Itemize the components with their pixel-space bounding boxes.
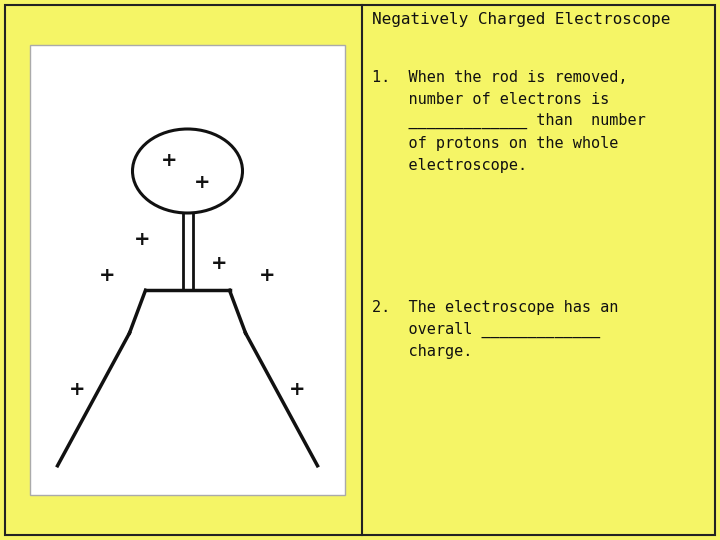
Text: +: + (289, 380, 306, 399)
Text: +: + (194, 173, 211, 192)
Text: +: + (161, 152, 178, 171)
Ellipse shape (132, 129, 243, 213)
Text: +: + (259, 266, 276, 285)
Text: Negatively Charged Electroscope: Negatively Charged Electroscope (372, 12, 670, 27)
Text: +: + (134, 230, 150, 249)
Text: +: + (99, 266, 116, 285)
Text: +: + (211, 254, 228, 273)
Text: 2.  The electroscope has an
    overall _____________
    charge.: 2. The electroscope has an overall _____… (372, 300, 618, 360)
Text: 1.  When the rod is removed,
    number of electrons is
    _____________ than  : 1. When the rod is removed, number of el… (372, 70, 646, 173)
Bar (30, 45, 345, 495)
Text: +: + (69, 380, 86, 399)
